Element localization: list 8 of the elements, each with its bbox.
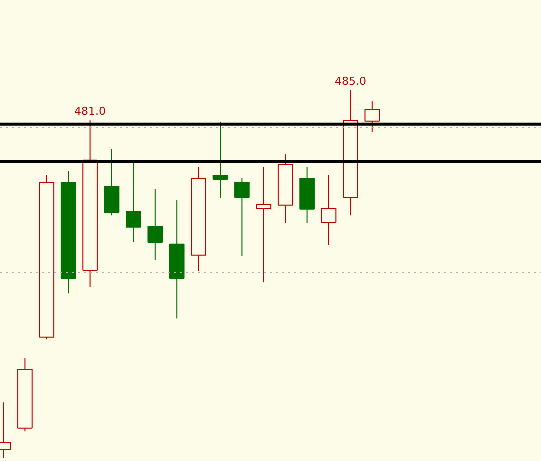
candlestick: [212, 122, 228, 199]
candlestick: [148, 188, 164, 262]
annotation: 485.0: [334, 74, 366, 88]
candlestick: [256, 166, 272, 284]
annotation: 481.0: [74, 105, 106, 118]
candlestick: [364, 101, 380, 133]
candlestick: [234, 178, 250, 257]
candlestick: [321, 175, 337, 246]
